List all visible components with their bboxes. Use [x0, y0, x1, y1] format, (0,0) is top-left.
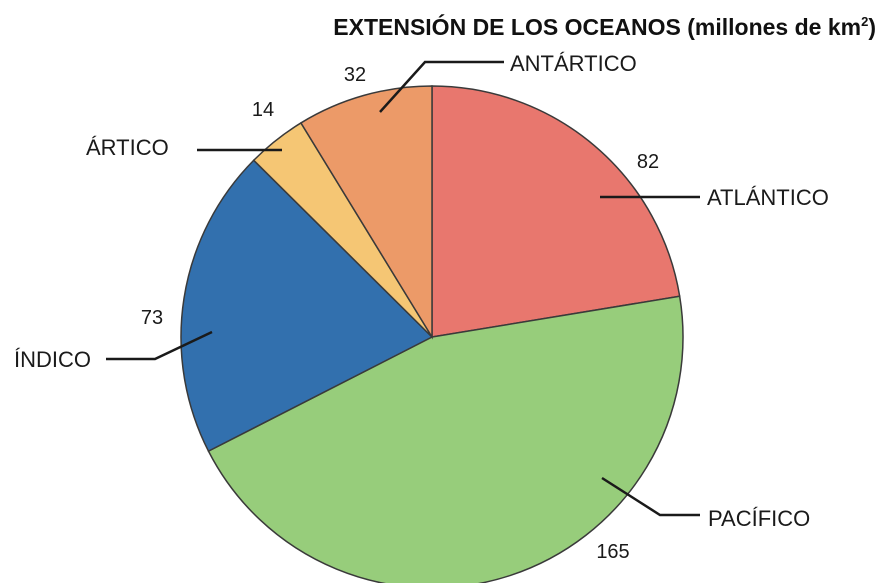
pie-annotations: ATLÁNTICO 82 PACÍFICO 165 ÍNDICO 73 ÁRTICO 14 AN… [14, 51, 829, 563]
chart-title-close: ) [868, 14, 876, 40]
slice-label-pacifico: PACÍFICO [708, 506, 810, 531]
leader-line-pacifico [601, 476, 700, 517]
slice-label-antartico: ANTÁRTICO [510, 51, 637, 76]
slice-value-antartico: 32 [344, 64, 366, 86]
chart-title-text: EXTENSIÓN DE LOS OCEANOS (millones de km [333, 14, 862, 40]
chart-title: EXTENSIÓN DE LOS OCEANOS (millones de km… [333, 14, 876, 41]
slice-label-atlantico: ATLÁNTICO [707, 185, 829, 210]
slice-value-pacifico: 165 [596, 541, 629, 563]
pie-slices [180, 85, 684, 583]
slice-label-indico: ÍNDICO [14, 347, 91, 372]
slice-value-artico: 14 [252, 99, 274, 121]
slice-label-artico: ÁRTICO [86, 135, 169, 160]
slice-antartico [299, 85, 433, 340]
leader-line-antartico [379, 60, 504, 113]
slice-atlantico [431, 85, 681, 338]
slice-value-atlantico: 82 [637, 151, 659, 173]
leader-line-indico [106, 330, 213, 361]
chart-title-superscript: 2 [861, 14, 869, 29]
slice-value-indico: 73 [141, 307, 163, 329]
slice-pacifico [207, 295, 684, 583]
slice-indico [180, 159, 434, 453]
